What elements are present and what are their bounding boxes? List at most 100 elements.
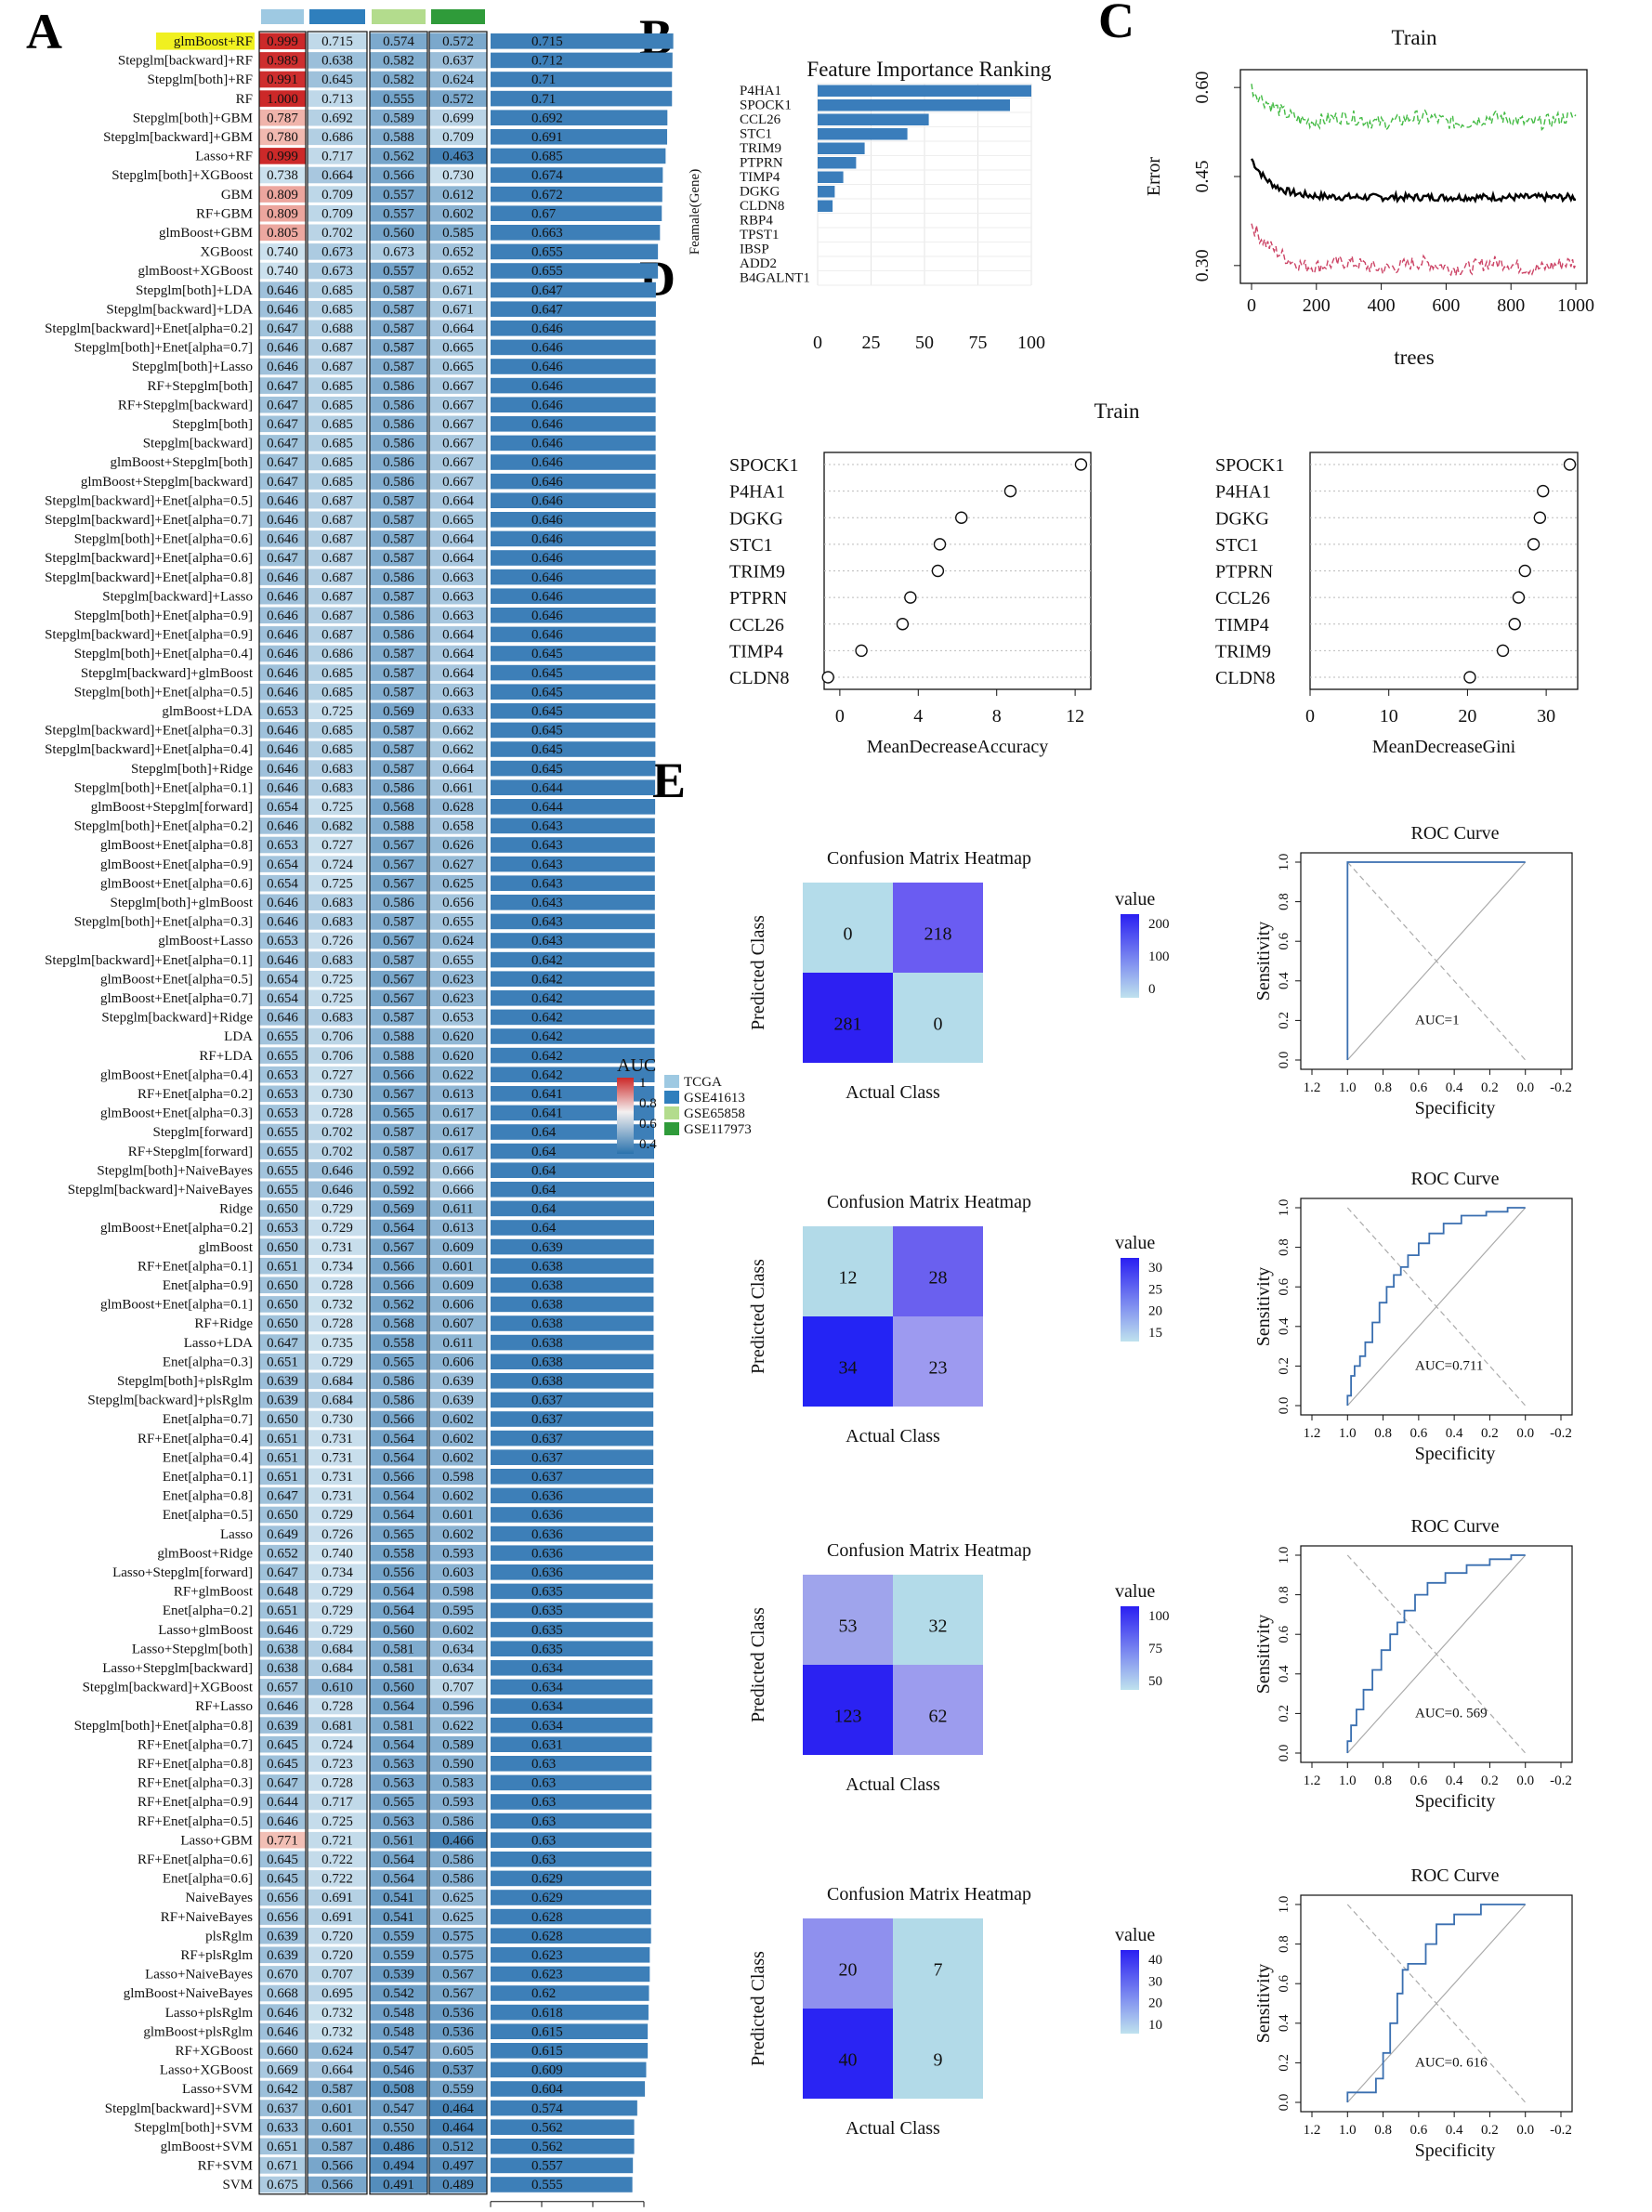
- heat-cell-value: 0.575: [442, 1948, 474, 1963]
- cm-cell-value: 32: [929, 1616, 948, 1637]
- roc-frame: [1300, 1545, 1573, 1763]
- heat-cell-value: 0.586: [383, 570, 414, 585]
- row-label: RF+XGBoost: [176, 2044, 254, 2059]
- heat-cell-value: 0.592: [383, 1183, 414, 1198]
- cm-legend-tick: 30: [1148, 1261, 1162, 1276]
- mean-axis-tick-label: 0.6: [636, 2211, 653, 2212]
- mean-bar: [491, 799, 656, 815]
- heat-cell-value: 0.735: [321, 1336, 353, 1351]
- mean-bar: [491, 454, 656, 470]
- mean-bar: [491, 664, 656, 681]
- cm-cell: [803, 1665, 893, 1755]
- y-tick-label: 0.4: [1277, 972, 1291, 989]
- heat-cell-value: 0.557: [383, 188, 414, 203]
- mean-bar: [491, 875, 655, 891]
- x-tick-label: 0.8: [1374, 1080, 1392, 1095]
- mean-bar-label: 0.646: [531, 455, 563, 470]
- heat-cell-value: 0.646: [267, 915, 298, 930]
- row-label: Stepglm[both]+Enet[alpha=0.1]: [74, 780, 253, 795]
- heat-cell-value: 0.622: [442, 1719, 474, 1734]
- dot: [855, 644, 868, 658]
- heat-cell-value: 0.582: [383, 54, 414, 69]
- cm-title: Confusion Matrix Heatmap: [827, 1540, 1031, 1561]
- cm-cell: [803, 1918, 893, 2009]
- row-label: Stepglm[both]+Enet[alpha=0.6]: [74, 532, 253, 547]
- heat-cell-value: 0.664: [321, 168, 353, 183]
- mean-bar-label: 0.641: [531, 1087, 563, 1102]
- heat-cell-value: 0.691: [321, 1910, 353, 1925]
- dot-label: STC1: [1215, 535, 1259, 556]
- cm-cell-value: 23: [929, 1358, 948, 1379]
- row-label: Stepglm[both]+Enet[alpha=0.7]: [74, 341, 253, 356]
- roc-diagonal-dashed: [1346, 861, 1527, 1061]
- row-label: Stepglm[backward]+Lasso: [102, 589, 253, 604]
- mean-bar: [491, 1928, 651, 1944]
- bar: [818, 186, 835, 198]
- heat-cell-value: 0.610: [321, 1681, 353, 1695]
- heat-cell-value: 0.556: [383, 1565, 414, 1580]
- heat-cell-value: 0.655: [267, 1049, 298, 1064]
- y-tick-label: 1.0: [1277, 1199, 1291, 1217]
- heat-cell-value: 0.646: [267, 819, 298, 834]
- mean-bar-label: 0.645: [531, 704, 563, 719]
- dot: [1496, 644, 1510, 658]
- heat-cell-value: 0.586: [383, 417, 414, 432]
- mean-bar-label: 0.628: [531, 1929, 563, 1944]
- x-tick-label: 0.0: [1516, 1080, 1534, 1095]
- heat-cell-value: 0.688: [321, 321, 353, 336]
- row-label: Lasso+glmBoost: [158, 1623, 254, 1638]
- heat-cell-value: 0.602: [442, 1432, 474, 1446]
- heat-cell-value: 0.729: [321, 1603, 353, 1618]
- cm-legend-title: value: [1115, 1581, 1155, 1602]
- dot-label: STC1: [729, 535, 773, 556]
- heat-cell-value: 0.728: [321, 1776, 353, 1791]
- heat-cell-value: 0.561: [383, 1833, 414, 1848]
- cm-cell-value: 9: [934, 2050, 943, 2071]
- mean-bar: [491, 588, 656, 604]
- x-tick-label: -0.2: [1550, 1774, 1572, 1788]
- bar-category-label: TIMP4: [740, 170, 780, 185]
- heat-cell-value: 0.586: [442, 1852, 474, 1867]
- heat-cell-value: 0.732: [321, 2024, 353, 2039]
- mean-bar: [491, 779, 656, 795]
- mean-bar: [491, 951, 655, 968]
- heat-cell-value: 0.648: [267, 1585, 298, 1600]
- heat-cell-value: 0.671: [267, 2159, 298, 2174]
- heat-cell-value: 0.587: [383, 321, 414, 336]
- mean-bar-label: 0.642: [531, 1049, 563, 1064]
- roc-curve: [1346, 1554, 1526, 1753]
- cm-legend-tick: 30: [1148, 1974, 1162, 1989]
- row-label: Enet[alpha=0.1]: [163, 1470, 253, 1485]
- heat-cell-value: 0.731: [321, 1240, 353, 1255]
- heat-cell-value: 0.726: [321, 1527, 353, 1542]
- heat-cell-value: 0.731: [321, 1489, 353, 1504]
- highlight-label: [156, 33, 255, 50]
- dot: [1508, 618, 1521, 631]
- dot: [1074, 458, 1088, 471]
- mean-bar: [491, 1315, 654, 1331]
- mean-bar: [491, 1698, 653, 1714]
- heat-cell-value: 0.653: [267, 1067, 298, 1082]
- column-frame: [307, 31, 368, 2195]
- cm-legend-bar: [1121, 1950, 1139, 2034]
- mean-bar-label: 0.638: [531, 1298, 563, 1313]
- chart-title: Train: [1095, 399, 1140, 423]
- heat-cell-value: 0.639: [267, 1948, 298, 1963]
- heat-cell-value: 0.730: [321, 1412, 353, 1427]
- heat-cell-value: 0.550: [383, 2120, 414, 2135]
- mean-bar: [491, 646, 656, 661]
- heat-cell-value: 0.633: [267, 2120, 298, 2135]
- heat-cell-value: 0.646: [267, 302, 298, 317]
- heat-cell-value: 0.646: [267, 1814, 298, 1829]
- y-tick-label: 0.45: [1192, 161, 1213, 193]
- heat-cell-value: 0.671: [442, 283, 474, 298]
- x-tick-label: 1.2: [1304, 1774, 1321, 1788]
- heat-cell-value: 0.713: [321, 92, 353, 107]
- heat-cell-value: 0.730: [442, 168, 474, 183]
- cm-cell: [803, 1226, 893, 1316]
- heat-cell-value: 0.559: [383, 1948, 414, 1963]
- bar-category-label: TPST1: [740, 228, 780, 242]
- panel-label-e: E: [652, 753, 686, 808]
- mean-bar-label: 0.646: [531, 589, 563, 604]
